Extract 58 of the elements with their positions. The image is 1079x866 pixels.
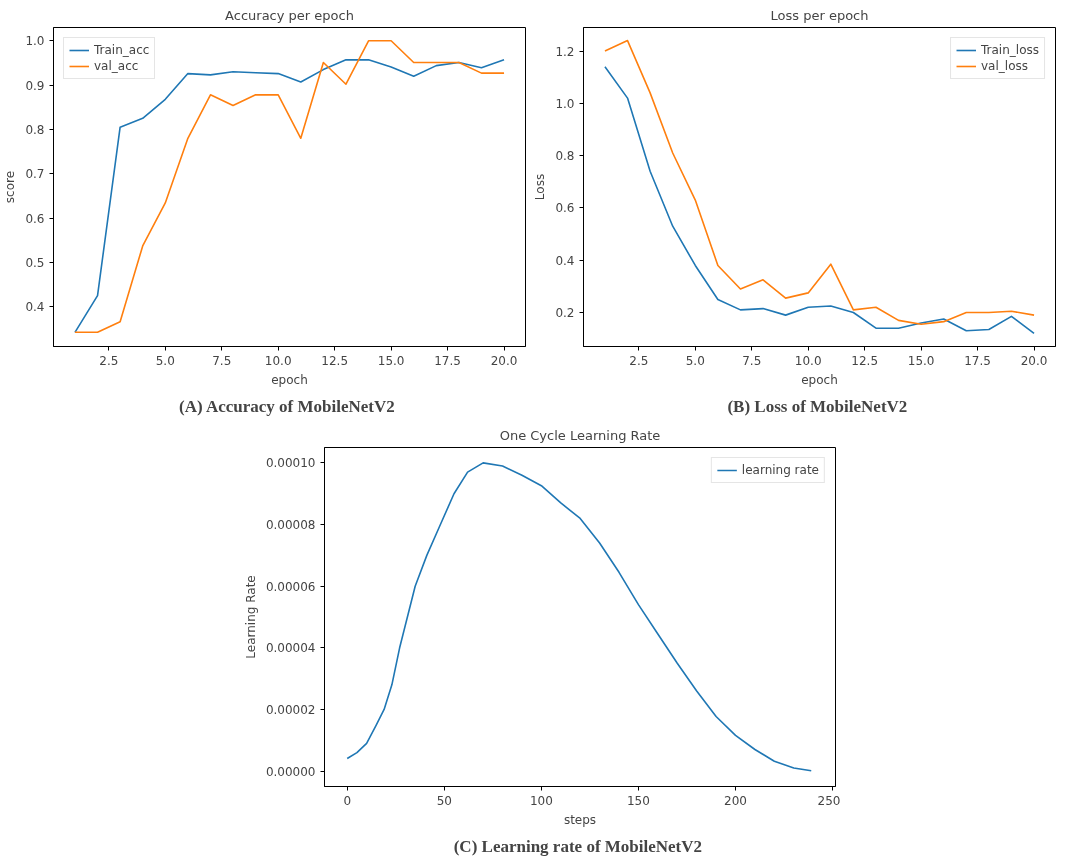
x-tick-label: 20.0 xyxy=(1020,353,1048,368)
x-tick-label: 12.5 xyxy=(321,353,349,368)
y-tick-label: 0.00006 xyxy=(265,579,316,594)
x-tick-label: 7.5 xyxy=(212,353,232,368)
y-tick-label: 1.2 xyxy=(555,44,575,59)
x-tick-label: 17.5 xyxy=(964,353,991,368)
y-tick-label: 0.6 xyxy=(25,211,45,226)
x-axis-title: epoch xyxy=(801,372,838,387)
chart-title: Loss per epoch xyxy=(770,7,869,23)
y-tick-label: 0.4 xyxy=(555,253,575,268)
x-tick-label: 0 xyxy=(343,793,352,808)
x-tick-label: 15.0 xyxy=(907,353,935,368)
x-axis-title: epoch xyxy=(271,372,308,387)
y-tick-label: 0.00008 xyxy=(265,518,316,533)
legend-label: learning rate xyxy=(741,463,819,477)
x-tick-label: 7.5 xyxy=(742,353,762,368)
legend-label: val_loss xyxy=(981,59,1028,73)
x-axis-title: steps xyxy=(563,812,597,827)
y-tick-label: 0.6 xyxy=(555,201,575,216)
x-tick-label: 10.0 xyxy=(264,353,292,368)
x-tick-label: 15.0 xyxy=(377,353,405,368)
x-tick-label: 10.0 xyxy=(794,353,822,368)
x-tick-label: 100 xyxy=(529,793,553,808)
x-tick-label: 5.0 xyxy=(685,353,705,368)
x-tick-label: 150 xyxy=(626,793,650,808)
x-tick-label: 2.5 xyxy=(99,353,119,368)
legend-label: Train_acc xyxy=(94,43,150,57)
y-tick-label: 1.0 xyxy=(555,96,575,111)
x-tick-label: 20.0 xyxy=(490,353,518,368)
y-tick-label: 0.2 xyxy=(555,306,575,321)
y-axis-title: Loss xyxy=(533,173,548,201)
x-tick-label: 2.5 xyxy=(629,353,649,368)
y-tick-label: 0.5 xyxy=(25,255,45,270)
chart-title: Accuracy per epoch xyxy=(225,7,354,23)
y-tick-label: 0.7 xyxy=(25,167,45,182)
y-axis-title: Learning Rate xyxy=(243,575,258,659)
x-tick-label: 200 xyxy=(724,793,747,808)
y-tick-label: 0.8 xyxy=(25,122,45,137)
x-tick-label: 250 xyxy=(817,793,841,808)
y-tick-label: 0.4 xyxy=(25,300,45,315)
text: (B) Loss of MobileNetV2 xyxy=(727,396,908,416)
y-tick-label: 0.9 xyxy=(25,78,45,93)
y-axis-title: score xyxy=(3,170,18,204)
y-tick-label: 0.00004 xyxy=(265,641,316,656)
text: (C) Learning rate of MobileNetV2 xyxy=(453,836,703,856)
y-tick-label: 1.0 xyxy=(25,34,45,49)
legend-label: val_acc xyxy=(94,59,139,73)
y-tick-label: 0.00010 xyxy=(265,456,316,471)
x-tick-label: 12.5 xyxy=(851,353,879,368)
chart-title: One Cycle Learning Rate xyxy=(499,427,661,443)
legend-label: Train_loss xyxy=(981,43,1039,57)
x-tick-label: 17.5 xyxy=(434,353,461,368)
x-tick-label: 5.0 xyxy=(155,353,175,368)
y-tick-label: 0.00002 xyxy=(265,702,316,717)
text: (A) Accuracy of MobileNetV2 xyxy=(179,396,395,416)
x-tick-label: 50 xyxy=(436,793,452,808)
y-tick-label: 0.8 xyxy=(555,149,575,164)
y-tick-label: 0.00000 xyxy=(265,764,316,779)
